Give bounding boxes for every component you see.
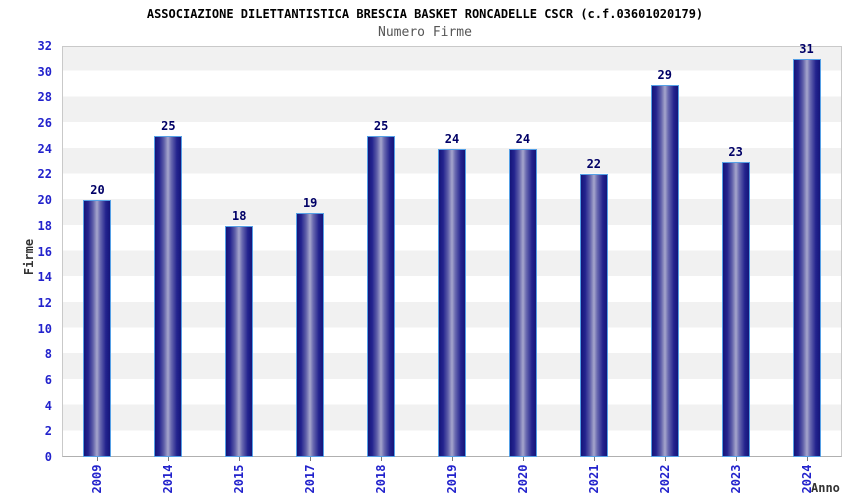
x-tick-mark bbox=[664, 457, 666, 461]
bar bbox=[367, 135, 396, 457]
x-tick-label: 2019 bbox=[445, 464, 459, 494]
y-tick-label: 8 bbox=[44, 347, 52, 362]
x-tick-mark bbox=[168, 457, 170, 461]
y-tick-label: 30 bbox=[37, 64, 52, 79]
x-tick-label: 2023 bbox=[728, 464, 743, 494]
chart-title: ASSOCIAZIONE DILETTANTISTICA BRESCIA BAS… bbox=[146, 7, 704, 21]
y-tick-label: 24 bbox=[37, 141, 52, 156]
bar-value-label: 24 bbox=[515, 131, 531, 146]
x-tick-label: 2022 bbox=[657, 464, 672, 494]
bar-value-label: 25 bbox=[373, 118, 389, 133]
y-tick-label: 6 bbox=[44, 372, 52, 387]
y-tick-label: 12 bbox=[37, 295, 52, 310]
bar-value-label: 18 bbox=[232, 208, 247, 223]
x-tick-mark bbox=[735, 457, 737, 461]
y-tick-label: 20 bbox=[37, 193, 52, 208]
x-tick-mark bbox=[310, 457, 312, 461]
x-tick-mark bbox=[97, 457, 99, 461]
x-tick-label: 2017 bbox=[303, 464, 318, 494]
bar-value-label: 22 bbox=[586, 157, 602, 172]
y-tick-label: 14 bbox=[37, 270, 52, 285]
bar bbox=[579, 174, 608, 457]
x-tick-label: 2015 bbox=[232, 464, 247, 494]
y-tick-label: 10 bbox=[37, 321, 52, 336]
x-tick-label: 2024 bbox=[799, 464, 814, 494]
y-tick-label: 0 bbox=[44, 450, 52, 464]
bar bbox=[225, 225, 254, 457]
y-tick-label: 32 bbox=[37, 39, 52, 53]
x-tick-label: 2009 bbox=[90, 464, 105, 494]
y-tick-label: 2 bbox=[44, 424, 52, 439]
y-tick-label: 22 bbox=[37, 167, 52, 182]
x-tick-label: 2014 bbox=[161, 464, 176, 494]
y-tick-label: 18 bbox=[37, 218, 52, 233]
bar-value-label: 25 bbox=[161, 118, 176, 133]
x-tick-label: 2018 bbox=[374, 464, 389, 494]
x-axis-title: Anno bbox=[811, 481, 840, 495]
y-tick-label: 16 bbox=[37, 244, 52, 259]
y-tick-label: 4 bbox=[44, 398, 52, 413]
bar-value-label: 23 bbox=[728, 144, 743, 159]
chart-subtitle: Numero Firme bbox=[378, 25, 472, 40]
bar bbox=[721, 161, 750, 457]
bar bbox=[154, 135, 183, 457]
bar-value-label: 19 bbox=[302, 195, 318, 210]
bar bbox=[83, 200, 112, 457]
x-tick-mark bbox=[522, 457, 524, 461]
bar bbox=[792, 58, 821, 457]
bar bbox=[438, 148, 466, 457]
bar bbox=[508, 148, 537, 457]
x-tick-mark bbox=[452, 457, 453, 461]
x-tick-mark bbox=[806, 457, 808, 461]
y-tick-label: 26 bbox=[37, 116, 52, 131]
y-tick-label: 28 bbox=[37, 90, 52, 105]
bar-value-label: 31 bbox=[799, 41, 814, 56]
x-tick-mark bbox=[381, 457, 383, 461]
x-tick-label: 2020 bbox=[515, 464, 530, 494]
x-tick-mark bbox=[593, 457, 595, 461]
bar-value-label: 29 bbox=[657, 67, 672, 82]
bar-value-label: 24 bbox=[444, 131, 460, 146]
x-tick-mark bbox=[239, 457, 241, 461]
bar-value-label: 20 bbox=[90, 183, 105, 198]
bar bbox=[650, 84, 679, 457]
bar bbox=[296, 212, 325, 457]
x-tick-label: 2021 bbox=[586, 464, 601, 494]
